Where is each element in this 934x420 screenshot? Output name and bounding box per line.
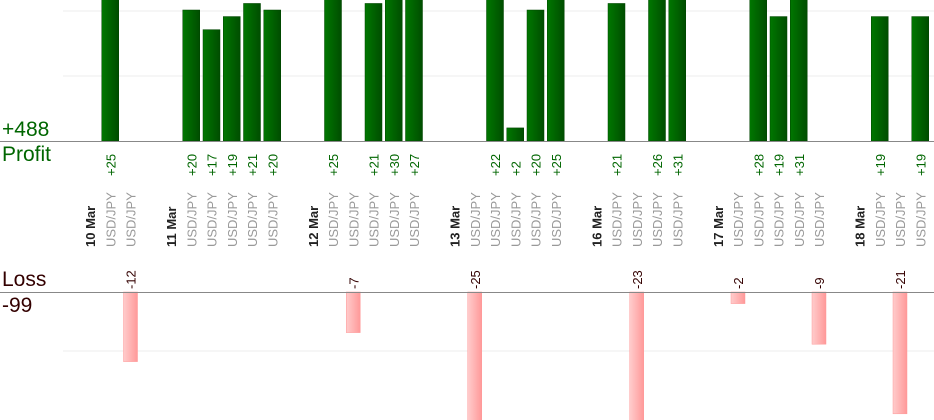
date-label: 10 Mar bbox=[83, 206, 98, 247]
pair-label: USD/JPY bbox=[630, 192, 645, 247]
loss-total: -99 bbox=[2, 294, 33, 317]
pair-label: USD/JPY bbox=[670, 192, 685, 247]
profit-value-label: +19 bbox=[913, 154, 928, 176]
loss-value-label: -12 bbox=[124, 270, 139, 289]
profit-value-label: +17 bbox=[205, 154, 220, 176]
pair-label: USD/JPY bbox=[873, 192, 888, 247]
profit-value-label: +21 bbox=[245, 154, 260, 176]
pair-label: USD/JPY bbox=[184, 192, 199, 247]
pair-label: USD/JPY bbox=[387, 192, 402, 247]
pair-label: USD/JPY bbox=[103, 192, 118, 247]
profit-value-label: +31 bbox=[792, 154, 807, 176]
profit-value-label: +25 bbox=[326, 154, 341, 176]
pair-label: USD/JPY bbox=[893, 192, 908, 247]
profit-value-label: +20 bbox=[184, 154, 199, 176]
profit-value-label: +21 bbox=[367, 154, 382, 176]
loss-value-label: -21 bbox=[893, 270, 908, 289]
profit-bar bbox=[911, 16, 929, 142]
profit-bar bbox=[385, 0, 403, 142]
loss-bar bbox=[123, 291, 138, 362]
pair-label: USD/JPY bbox=[407, 192, 422, 247]
pair-label: USD/JPY bbox=[205, 192, 220, 247]
date-label: 12 Mar bbox=[306, 206, 321, 247]
loss-bar bbox=[629, 291, 644, 420]
pair-label: USD/JPY bbox=[812, 192, 827, 247]
profit-bar bbox=[324, 0, 342, 142]
loss-value-label: -9 bbox=[812, 277, 827, 289]
pair-label: USD/JPY bbox=[488, 192, 503, 247]
date-label: 16 Mar bbox=[589, 206, 604, 247]
pair-label: USD/JPY bbox=[549, 192, 564, 247]
pair-label: USD/JPY bbox=[265, 192, 280, 247]
profit-value-label: +27 bbox=[407, 154, 422, 176]
profit-bar bbox=[364, 3, 383, 142]
profit-bar bbox=[749, 0, 767, 142]
loss-bar bbox=[346, 291, 361, 333]
profit-bar bbox=[871, 16, 889, 142]
profit-value-label: +20 bbox=[529, 154, 544, 176]
profit-bar bbox=[263, 9, 281, 142]
loss-bar bbox=[467, 291, 482, 420]
profit-bar bbox=[769, 16, 788, 142]
loss-value-label: -2 bbox=[731, 277, 746, 289]
pair-label: USD/JPY bbox=[772, 192, 787, 247]
loss-bar bbox=[811, 291, 827, 345]
profit-bar bbox=[223, 16, 241, 142]
pair-label: USD/JPY bbox=[731, 192, 746, 247]
profit-label: Profit bbox=[2, 143, 52, 166]
pair-label: USD/JPY bbox=[508, 192, 523, 247]
profit-bar bbox=[101, 0, 119, 142]
profit-bar bbox=[405, 0, 423, 142]
profit-value-label: +19 bbox=[772, 154, 787, 176]
profit-value-label: +19 bbox=[873, 154, 888, 176]
profit-bar bbox=[506, 127, 524, 142]
loss-bar bbox=[730, 291, 746, 304]
profit-bar bbox=[648, 0, 666, 142]
profit-value-label: +28 bbox=[751, 154, 766, 176]
date-label: 17 Mar bbox=[711, 206, 726, 247]
pair-label: USD/JPY bbox=[346, 192, 361, 247]
pair-label: USD/JPY bbox=[529, 192, 544, 247]
pair-label: USD/JPY bbox=[245, 192, 260, 247]
loss-value-label: -7 bbox=[346, 277, 361, 289]
profit-value-label: +31 bbox=[670, 154, 685, 176]
pair-label: USD/JPY bbox=[225, 192, 240, 247]
profit-bar bbox=[668, 0, 686, 142]
profit-bar bbox=[182, 9, 200, 142]
date-label: 13 Mar bbox=[448, 206, 463, 247]
pair-label: USD/JPY bbox=[650, 192, 665, 247]
profit-value-label: +25 bbox=[549, 154, 564, 176]
profit-bar bbox=[526, 9, 545, 142]
profit-value-label: +20 bbox=[265, 154, 280, 176]
loss-label: Loss bbox=[2, 268, 47, 291]
pair-label: USD/JPY bbox=[610, 192, 625, 247]
profit-bar bbox=[547, 0, 565, 142]
pair-label: USD/JPY bbox=[468, 192, 483, 247]
profit-bar bbox=[790, 0, 808, 142]
date-label: 18 Mar bbox=[853, 206, 868, 247]
loss-value-label: -25 bbox=[468, 270, 483, 289]
profit-value-label: +2 bbox=[508, 161, 523, 176]
profit-value-label: +22 bbox=[488, 154, 503, 176]
pair-label: USD/JPY bbox=[751, 192, 766, 247]
pair-label: USD/JPY bbox=[913, 192, 928, 247]
loss-bar bbox=[892, 291, 908, 415]
profit-value-label: +26 bbox=[650, 154, 665, 176]
profit-bar bbox=[486, 0, 504, 142]
profit-value-label: +21 bbox=[610, 154, 625, 176]
profit-value-label: +25 bbox=[103, 154, 118, 176]
pair-label: USD/JPY bbox=[792, 192, 807, 247]
profit-bar bbox=[607, 3, 626, 142]
profit-bar bbox=[202, 29, 221, 142]
profit-bar bbox=[243, 3, 261, 142]
loss-value-label: -23 bbox=[630, 270, 645, 289]
profit-total: +488 bbox=[2, 118, 50, 141]
date-label: 11 Mar bbox=[164, 207, 179, 247]
pair-label: USD/JPY bbox=[124, 192, 139, 247]
pair-label: USD/JPY bbox=[326, 192, 341, 247]
profit-value-label: +30 bbox=[387, 154, 402, 176]
pair-label: USD/JPY bbox=[367, 192, 382, 247]
profit-value-label: +19 bbox=[225, 154, 240, 176]
